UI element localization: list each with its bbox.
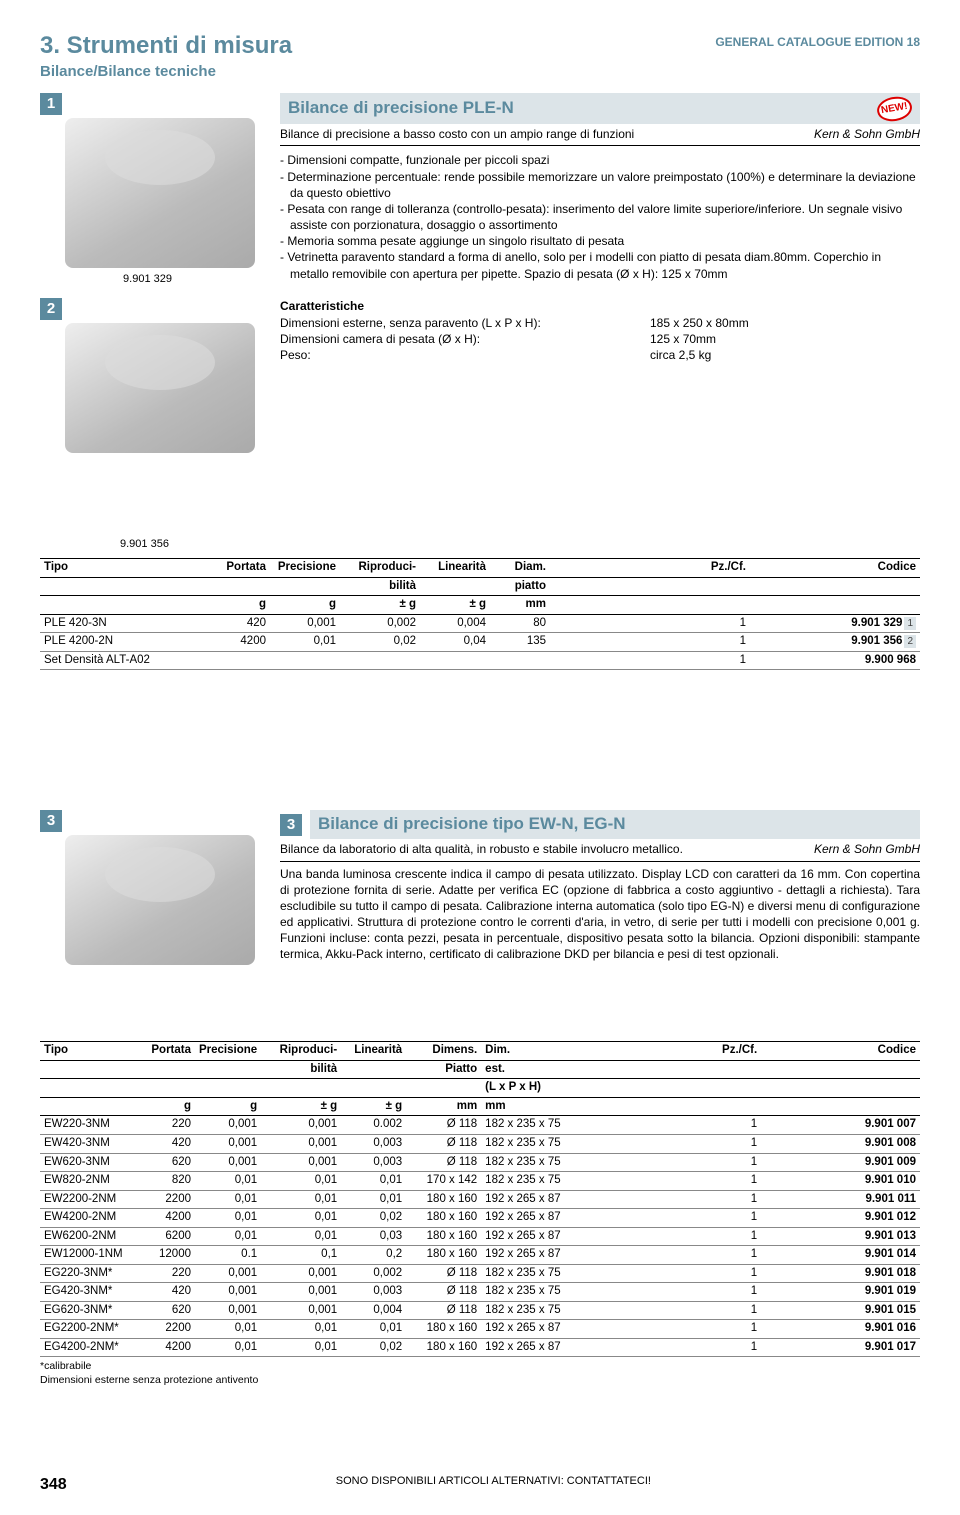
table-row: EW620-3NM6200,0010,0010,003Ø 118182 x 23… (40, 1153, 920, 1172)
th-unit: ± g (340, 596, 420, 615)
image-caption-1: 9.901 329 (40, 272, 255, 287)
th-unit: ± g (341, 1097, 406, 1116)
table-row: EG4200-2NM*42000,010,010,02180 x 160192 … (40, 1338, 920, 1357)
product-image-1 (65, 118, 255, 268)
th: bilità (261, 1060, 341, 1079)
table-row: PLE 420-3N4200,0010,0020,0048019.901 329… (40, 614, 920, 633)
th: Linearità (341, 1042, 406, 1061)
bullet: - Vetrinetta paravento standard a forma … (280, 249, 920, 281)
edition-label: GENERAL CATALOGUE EDITION 18 (715, 30, 920, 50)
table-row: EG220-3NM*2200,0010,0010,002Ø 118182 x 2… (40, 1264, 920, 1283)
char-label: Peso: (280, 347, 650, 363)
table-row: EW820-2NM8200,010,010,01170 x 142182 x 2… (40, 1172, 920, 1191)
bullet: - Dimensioni compatte, funzionale per pi… (280, 152, 920, 168)
product-image-2 (65, 323, 255, 453)
th: est. (481, 1060, 591, 1079)
product-description-3: Una banda luminosa crescente indica il c… (280, 866, 920, 963)
th: Riproduci- (261, 1042, 341, 1061)
th-unit: ± g (420, 596, 490, 615)
product-title-1: Bilance di precisione PLE-N (288, 97, 514, 120)
th: Portata (140, 1042, 195, 1061)
bullet-list: - Dimensioni compatte, funzionale per pi… (280, 152, 920, 282)
bullet: - Determinazione percentuale: rende poss… (280, 169, 920, 201)
th-unit: g (195, 1097, 261, 1116)
th: Dim. (481, 1042, 591, 1061)
ref-badge-3: 3 (40, 810, 62, 832)
footnote-2: Dimensioni esterne senza protezione anti… (40, 1373, 920, 1387)
table-row: EW420-3NM4200,0010,0010,003Ø 118182 x 23… (40, 1135, 920, 1154)
image-caption-2: 9.901 356 (120, 537, 905, 552)
product-title-3: Bilance di precisione tipo EW-N, EG-N (310, 810, 920, 839)
th-unit: g (210, 596, 270, 615)
th-pz: Pz./Cf. (550, 559, 750, 578)
bullet: - Pesata con range di tolleranza (contro… (280, 201, 920, 233)
table-row: EW220-3NM2200,0010,0010.002Ø 118182 x 23… (40, 1116, 920, 1135)
th-cod: Codice (750, 559, 920, 578)
characteristics-title: Caratteristiche (280, 298, 920, 314)
table-row: EW6200-2NM62000,010,010,03180 x 160192 x… (40, 1227, 920, 1246)
product-tagline: Bilance di precisione a basso costo con … (280, 126, 634, 142)
th-lin: Linearità (420, 559, 490, 578)
th: Dimens. (406, 1042, 481, 1061)
th-portata: Portata (210, 559, 270, 578)
char-value: 185 x 250 x 80mm (650, 315, 749, 331)
th-unit: mm (490, 596, 550, 615)
th-tipo: Tipo (40, 559, 210, 578)
table-row: EW12000-1NM120000.10,10,2180 x 160192 x … (40, 1246, 920, 1265)
bullet: - Memoria somma pesate aggiunge un singo… (280, 233, 920, 249)
th-unit: mm (481, 1097, 591, 1116)
th: (L x P x H) (481, 1079, 591, 1098)
table-ple: Tipo Portata Precisione Riproduci- Linea… (40, 558, 920, 670)
table-row: Set Densità ALT-A0219.900 968 (40, 651, 920, 670)
ref-badge-3-inline: 3 (280, 814, 302, 836)
th: Pz./Cf. (591, 1042, 761, 1061)
ref-badge-2: 2 (40, 298, 62, 320)
th: Precisione (195, 1042, 261, 1061)
th-unit: g (270, 596, 340, 615)
table-row: PLE 4200-2N42000,010,020,0413519.901 356… (40, 633, 920, 652)
chapter-title: 3. Strumenti di misura (40, 30, 292, 62)
th-ripro: Riproduci- (340, 559, 420, 578)
product-image-3 (65, 835, 255, 965)
char-value: 125 x 70mm (650, 331, 716, 347)
char-value: circa 2,5 kg (650, 347, 711, 363)
manufacturer-1: Kern & Sohn GmbH (814, 126, 920, 142)
th-diam2: piatto (490, 577, 550, 596)
product-tagline-3: Bilance da laboratorio di alta qualità, … (280, 841, 683, 857)
table-ew: Tipo Portata Precisione Riproduci- Linea… (40, 1041, 920, 1357)
th-unit: ± g (261, 1097, 341, 1116)
th-unit: mm (406, 1097, 481, 1116)
footer-text: SONO DISPONIBILI ARTICOLI ALTERNATIVI: C… (336, 1474, 651, 1496)
table-row: EW4200-2NM42000,010,010,02180 x 160192 x… (40, 1209, 920, 1228)
new-badge: NEW! (876, 94, 914, 123)
table-row: EW2200-2NM22000,010,010,01180 x 160192 x… (40, 1190, 920, 1209)
table-row: EG420-3NM*4200,0010,0010,003Ø 118182 x 2… (40, 1283, 920, 1302)
table-row: EG2200-2NM*22000,010,010,01180 x 160192 … (40, 1320, 920, 1339)
char-label: Dimensioni esterne, senza paravento (L x… (280, 315, 650, 331)
table-row: EG620-3NM*6200,0010,0010,004Ø 118182 x 2… (40, 1301, 920, 1320)
th: Piatto (406, 1060, 481, 1079)
th-unit: g (140, 1097, 195, 1116)
th-ripro2: bilità (340, 577, 420, 596)
chapter-subtitle: Bilance/Bilance tecniche (40, 62, 292, 82)
th: Codice (761, 1042, 920, 1061)
footnote-1: *calibrabile (40, 1359, 920, 1373)
th-prec: Precisione (270, 559, 340, 578)
ref-tag: 1 (904, 617, 916, 630)
ref-tag: 2 (904, 635, 916, 648)
ref-badge-1: 1 (40, 93, 62, 115)
th-diam: Diam. (490, 559, 550, 578)
th: Tipo (40, 1042, 140, 1061)
manufacturer-3: Kern & Sohn GmbH (814, 841, 920, 857)
page-number: 348 (40, 1474, 67, 1496)
char-label: Dimensioni camera di pesata (Ø x H): (280, 331, 650, 347)
